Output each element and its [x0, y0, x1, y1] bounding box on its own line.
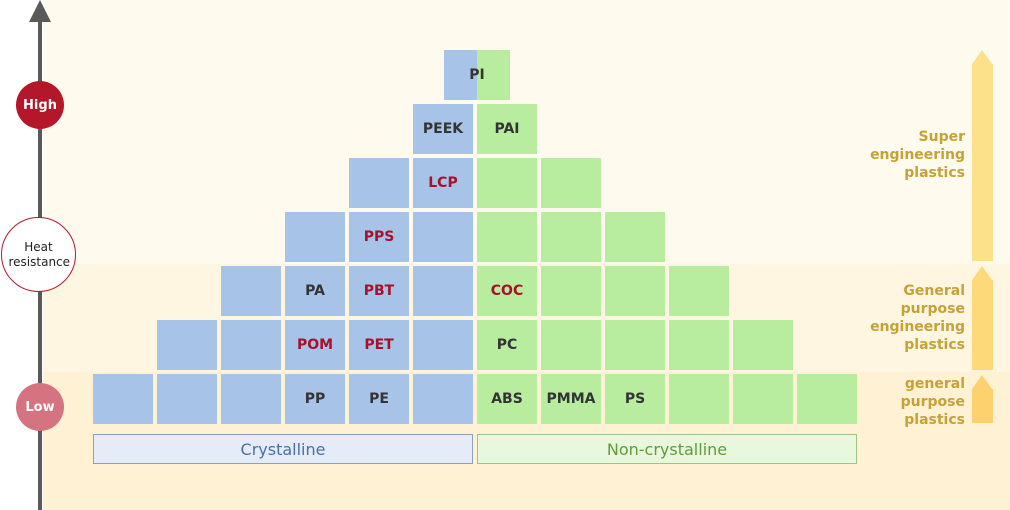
cell-blank: [605, 320, 665, 370]
cell-blank: [605, 266, 665, 316]
super-engineering-label: Super engineering plastics: [870, 129, 965, 181]
general-engineering-tier-arrow-icon: [972, 266, 993, 370]
heat-resistance-label: Heat resistance: [1, 217, 76, 292]
low-marker: Low: [16, 383, 64, 431]
cell-coc: COC: [477, 266, 537, 316]
cell-blank: [733, 374, 793, 424]
cell-blank: [413, 212, 473, 262]
cell-blank: [285, 212, 345, 262]
cell-blank: [413, 266, 473, 316]
cell-pmma: PMMA: [541, 374, 601, 424]
cell-blank: [477, 212, 537, 262]
cell-blank: [541, 320, 601, 370]
cell-pet: PET: [349, 320, 409, 370]
cell-blank: [605, 212, 665, 262]
cell-pe: PE: [349, 374, 409, 424]
cell-pbt: PBT: [349, 266, 409, 316]
cell-blank: [669, 320, 729, 370]
cell-blank: [733, 320, 793, 370]
cell-blank: [93, 374, 153, 424]
cell-abs: ABS: [477, 374, 537, 424]
general-engineering-label: General purpose engineering plastics: [870, 283, 965, 353]
cell-blank: [669, 266, 729, 316]
cell-blank: [669, 374, 729, 424]
arrow-up-icon: [29, 0, 51, 22]
high-marker: High: [16, 81, 64, 129]
cell-blank: [541, 212, 601, 262]
cell-blank: [349, 158, 409, 208]
cell-pc: PC: [477, 320, 537, 370]
cell-pi: PI: [444, 50, 510, 100]
cell-pai: PAI: [477, 104, 537, 154]
cell-blank: [221, 320, 281, 370]
cell-pp: PP: [285, 374, 345, 424]
cell-blank: [413, 374, 473, 424]
cell-blank: [157, 320, 217, 370]
cell-lcp: LCP: [413, 158, 473, 208]
general-tier-arrow-icon: [972, 375, 993, 423]
cell-pom: POM: [285, 320, 345, 370]
super-tier-arrow-icon: [972, 50, 993, 261]
non-crystalline-label: Non-crystalline: [477, 434, 857, 464]
cell-blank: [157, 374, 217, 424]
cell-pps: PPS: [349, 212, 409, 262]
cell-blank: [541, 266, 601, 316]
cell-blank: [477, 158, 537, 208]
cell-ps: PS: [605, 374, 665, 424]
heat-resistance-text: Heat resistance: [8, 239, 71, 269]
cell-blank: [413, 320, 473, 370]
general-purpose-label: general purpose plastics: [900, 376, 965, 428]
crystalline-label: Crystalline: [93, 434, 473, 464]
cell-blank: [541, 158, 601, 208]
cell-peek: PEEK: [413, 104, 473, 154]
cell-blank: [221, 266, 281, 316]
cell-pa: PA: [285, 266, 345, 316]
cell-blank: [221, 374, 281, 424]
cell-blank: [797, 374, 857, 424]
